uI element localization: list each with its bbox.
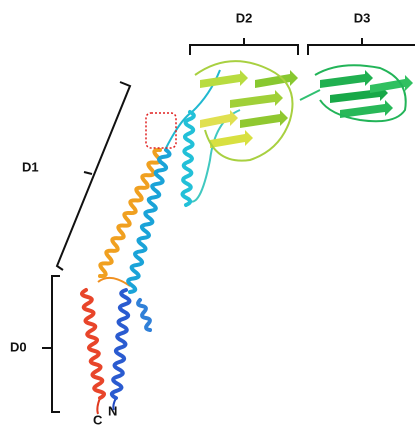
helix <box>182 112 193 205</box>
d1-label: D1 <box>22 159 39 174</box>
helix <box>112 290 130 398</box>
beta-strand <box>200 70 248 88</box>
d3-label: D3 <box>354 10 371 25</box>
d2-label: D2 <box>236 10 253 25</box>
d0-bracket <box>42 276 60 412</box>
loop <box>98 278 130 286</box>
helix <box>128 150 169 292</box>
beta-strand <box>340 100 393 118</box>
loop <box>300 90 320 100</box>
c-terminus-label: C <box>93 412 103 426</box>
highlight-box <box>146 113 176 148</box>
d3-bracket <box>308 38 415 55</box>
beta-strand <box>370 75 413 93</box>
d2-bracket <box>190 38 298 55</box>
structure-figure: D2 D3 D1 D0 N C <box>0 0 415 426</box>
d0-label: D0 <box>10 339 27 354</box>
ribbon-model <box>82 61 413 414</box>
helix <box>138 300 150 330</box>
beta-strand <box>240 110 288 128</box>
helix <box>82 290 104 398</box>
beta-strand <box>200 110 238 128</box>
d1-bracket <box>57 82 130 270</box>
n-terminus-label: N <box>108 403 117 418</box>
helix <box>100 150 160 276</box>
beta-strand <box>320 70 373 88</box>
beta-strand <box>230 90 283 108</box>
